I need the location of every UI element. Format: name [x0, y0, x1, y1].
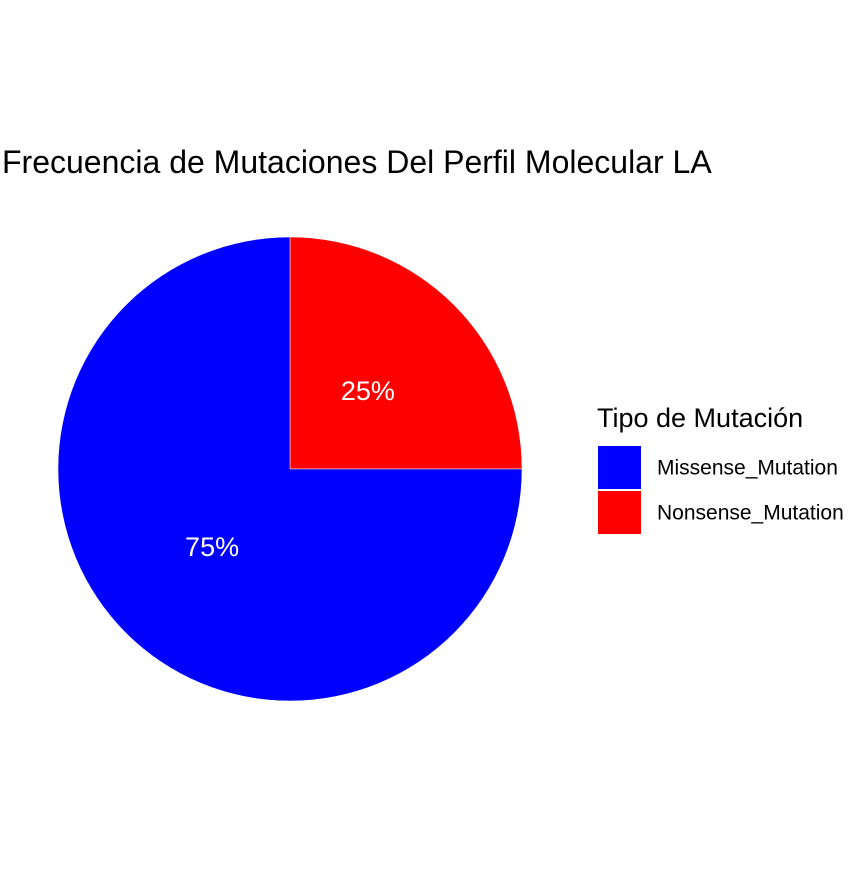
pie-slice-labels: 25% 75% [185, 376, 395, 562]
slice-label-missense-mutation: 75% [185, 532, 239, 562]
pie-slice-nonsense-mutation [289, 236, 523, 470]
legend: Tipo de Mutación Missense_Mutation Nonsen… [597, 403, 844, 534]
legend-title: Tipo de Mutación [597, 403, 803, 433]
pie-slice-missense-mutation [57, 236, 523, 702]
legend-key-missense-mutation [598, 446, 641, 489]
chart-title: Frecuencia de Mutaciones Del Perfil Mole… [2, 144, 712, 180]
legend-items: Missense_Mutation Nonsense_Mutation [598, 446, 844, 534]
legend-label-nonsense-mutation: Nonsense_Mutation [657, 502, 844, 525]
pie-slices [57, 236, 523, 702]
legend-key-nonsense-mutation [598, 491, 641, 534]
slice-label-nonsense-mutation: 25% [341, 376, 395, 406]
legend-label-missense-mutation: Missense_Mutation [657, 457, 838, 480]
